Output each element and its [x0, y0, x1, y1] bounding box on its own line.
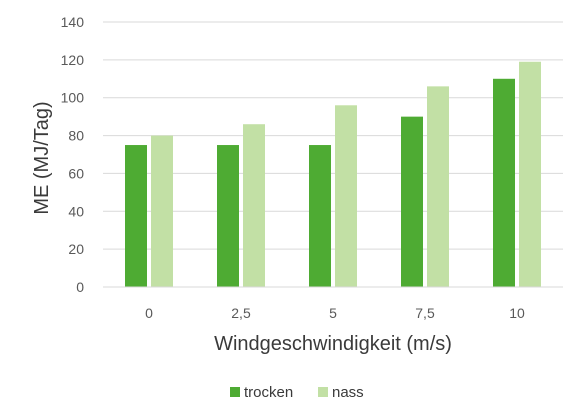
- y-axis-ticks: 0 20 40 60 80 100 120 140: [61, 14, 85, 295]
- legend-swatch-trocken: [230, 387, 240, 397]
- x-tick-label: 7,5: [415, 305, 435, 321]
- y-tick-label: 120: [61, 52, 85, 68]
- x-axis-title: Windgeschwindigkeit (m/s): [214, 333, 452, 355]
- gridlines: [103, 21, 563, 250]
- bar-trocken-2: [309, 145, 331, 287]
- bar-nass-0: [151, 135, 173, 287]
- bar-trocken-3: [401, 116, 423, 288]
- y-tick-label: 0: [76, 279, 84, 295]
- y-tick-label: 140: [61, 14, 85, 30]
- y-tick-label: 80: [68, 128, 84, 144]
- x-tick-label: 5: [329, 305, 337, 321]
- y-tick-label: 100: [61, 90, 85, 106]
- legend: trocken nass: [230, 384, 364, 401]
- y-axis-title: ME (MJ/Tag): [31, 101, 53, 214]
- x-tick-label: 10: [509, 305, 525, 321]
- bar-trocken-4: [493, 78, 515, 288]
- y-tick-label: 20: [68, 241, 84, 257]
- bar-trocken-0: [125, 145, 147, 287]
- bar-nass-3: [427, 86, 449, 287]
- bar-nass-2: [335, 105, 357, 288]
- bar-nass-1: [243, 124, 265, 287]
- y-tick-label: 40: [68, 203, 84, 219]
- bar-trocken-1: [217, 145, 239, 287]
- x-tick-label: 0: [145, 305, 153, 321]
- bar-nass-4: [519, 61, 541, 287]
- x-tick-label: 2,5: [231, 305, 251, 321]
- bars: [125, 61, 541, 288]
- legend-label-nass: nass: [332, 384, 364, 401]
- x-axis-ticks: 0 2,5 5 7,5 10: [145, 305, 525, 321]
- legend-label-trocken: trocken: [244, 384, 293, 401]
- legend-swatch-nass: [318, 387, 328, 397]
- y-tick-label: 60: [68, 165, 84, 181]
